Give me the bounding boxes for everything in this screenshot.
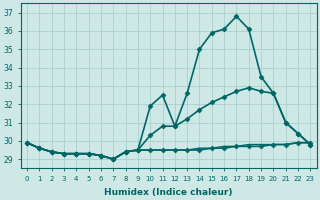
X-axis label: Humidex (Indice chaleur): Humidex (Indice chaleur) xyxy=(104,188,233,197)
